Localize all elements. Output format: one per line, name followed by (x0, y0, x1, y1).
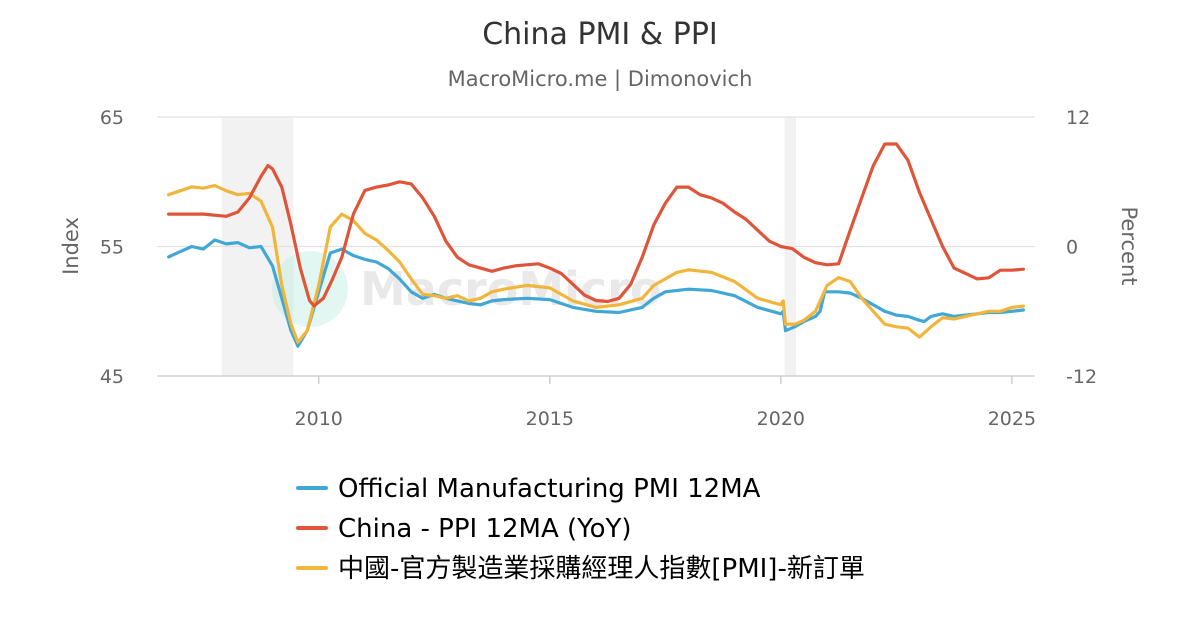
grid-lines (157, 116, 1035, 377)
chart-title: China PMI & PPI (482, 17, 718, 52)
legend-item[interactable]: China - PPI 12MA (YoY) (296, 514, 632, 544)
x-axis-ticks: 2010 2015 2020 2025 (295, 376, 1036, 430)
right-tick-label: -12 (1066, 366, 1097, 388)
chart-subtitle: MacroMicro.me | Dimonovich (448, 67, 753, 92)
left-axis-ticks: 45 55 65 (100, 107, 124, 388)
left-tick-label: 55 (100, 237, 124, 259)
left-axis-title: Index (59, 217, 83, 275)
right-tick-label: 0 (1066, 237, 1078, 259)
left-tick-label: 45 (100, 366, 124, 388)
legend-label: 中國-官方製造業採購經理人指數[PMI]-新訂單 (338, 554, 865, 584)
series-line-0 (167, 238, 1025, 348)
legend-label: China - PPI 12MA (YoY) (338, 514, 632, 544)
x-tick-label: 2020 (757, 408, 805, 430)
series-line-2 (167, 184, 1025, 344)
legend-item[interactable]: 中國-官方製造業採購經理人指數[PMI]-新訂單 (296, 554, 865, 584)
series-line-1 (167, 142, 1025, 308)
x-tick-label: 2025 (988, 408, 1036, 430)
legend-item[interactable]: Official Manufacturing PMI 12MA (296, 474, 761, 504)
x-tick-label: 2015 (526, 408, 574, 430)
right-tick-label: 12 (1066, 107, 1090, 129)
legend-label: Official Manufacturing PMI 12MA (338, 474, 761, 504)
watermark-logo (272, 251, 348, 327)
right-axis-title: Percent (1117, 206, 1141, 285)
left-tick-label: 65 (100, 107, 124, 129)
x-tick-label: 2010 (295, 408, 343, 430)
legend[interactable]: Official Manufacturing PMI 12MA China - P… (296, 474, 865, 584)
series-group (167, 142, 1025, 348)
right-axis-ticks: -12 0 12 (1066, 107, 1097, 388)
